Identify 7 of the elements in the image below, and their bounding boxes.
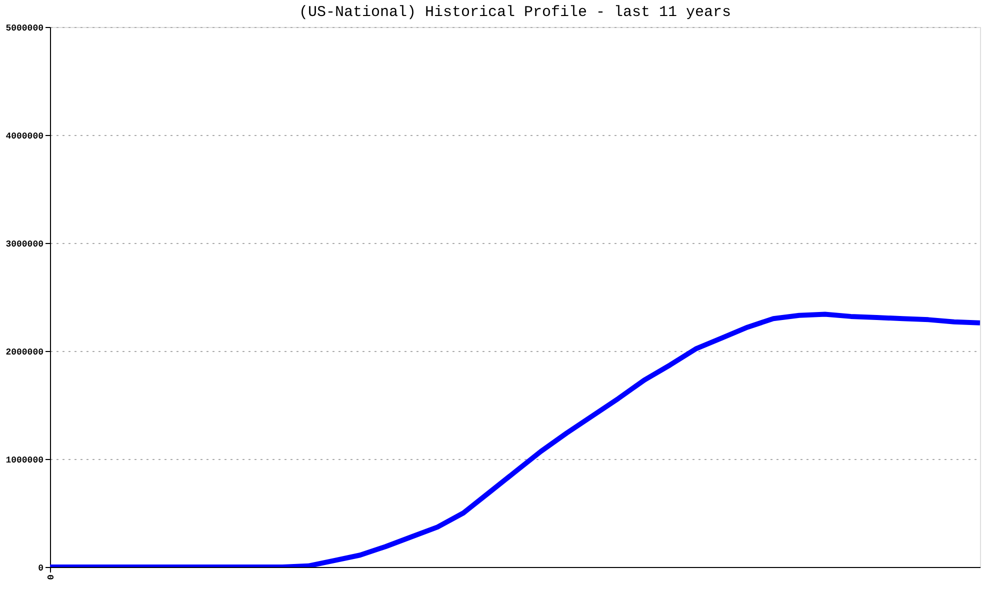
chart-title: (US-National) Historical Profile - last 11 years xyxy=(298,4,732,21)
y-tick-label: 1000000 xyxy=(6,456,44,466)
y-tick-label: 2000000 xyxy=(6,348,44,358)
y-tick-label: 0 xyxy=(38,564,44,574)
y-tick-label: 5000000 xyxy=(6,24,44,34)
y-tick-label: 3000000 xyxy=(6,240,44,250)
y-tick-label: 4000000 xyxy=(6,132,44,142)
